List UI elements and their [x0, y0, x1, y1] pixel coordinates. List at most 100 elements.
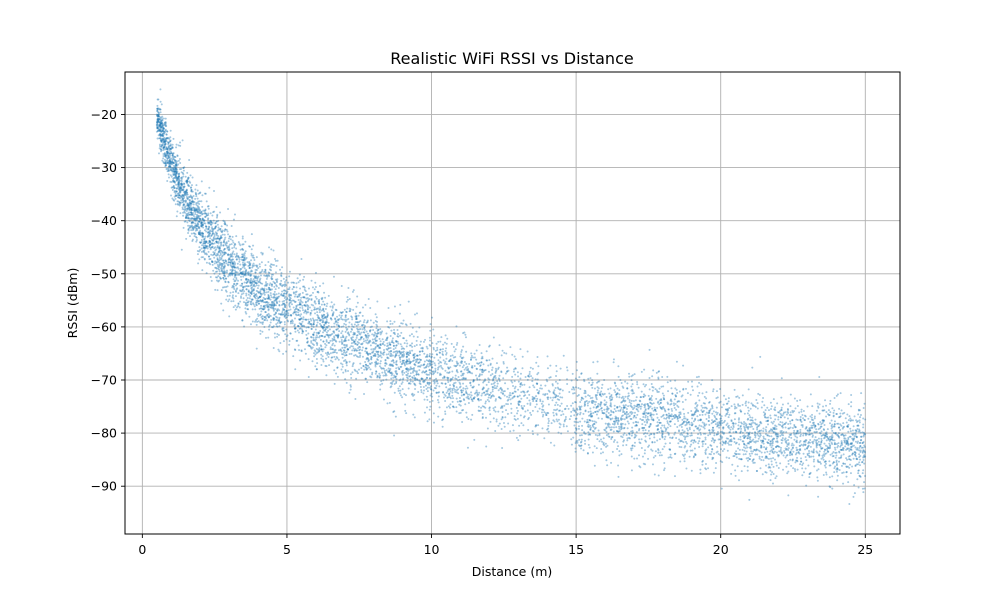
data-point: [307, 322, 310, 325]
data-point: [217, 251, 220, 254]
data-point: [285, 309, 288, 312]
data-point: [344, 316, 347, 319]
data-point: [761, 400, 764, 403]
data-point: [297, 314, 300, 317]
data-point: [531, 367, 534, 370]
data-point: [367, 336, 370, 339]
data-point: [724, 440, 727, 443]
data-point: [595, 394, 598, 397]
data-point: [600, 387, 603, 390]
data-point: [175, 183, 178, 186]
data-point: [174, 166, 177, 169]
data-point: [630, 399, 633, 402]
data-point: [302, 278, 305, 281]
data-point: [339, 349, 342, 352]
data-point: [205, 214, 208, 217]
data-point: [371, 338, 374, 341]
data-point: [447, 380, 450, 383]
data-point: [364, 366, 367, 369]
data-point: [423, 366, 426, 369]
data-point: [633, 415, 636, 418]
data-point: [359, 348, 362, 351]
data-point: [793, 423, 796, 426]
data-point: [289, 332, 292, 335]
data-point: [707, 434, 710, 437]
data-point: [819, 445, 822, 448]
data-point: [167, 159, 170, 162]
data-point: [268, 283, 271, 286]
data-point: [770, 405, 773, 408]
data-point: [268, 328, 271, 331]
data-point: [223, 253, 226, 256]
data-point: [238, 258, 241, 261]
data-point: [829, 446, 832, 449]
data-point: [193, 201, 196, 204]
data-point: [163, 123, 166, 126]
data-point: [382, 374, 385, 377]
data-point: [793, 410, 796, 413]
data-point: [614, 384, 617, 387]
data-point: [618, 396, 621, 399]
data-point: [674, 414, 677, 417]
data-point: [221, 255, 224, 258]
data-point: [844, 434, 847, 437]
data-point: [275, 304, 277, 307]
data-point: [612, 430, 615, 433]
data-point: [846, 465, 849, 468]
data-point: [776, 437, 779, 440]
data-point: [583, 389, 586, 392]
data-point: [317, 315, 320, 318]
data-point: [267, 308, 270, 311]
data-point: [389, 320, 392, 323]
data-point: [651, 375, 654, 378]
data-point: [164, 140, 167, 143]
data-point: [598, 440, 601, 443]
data-point: [365, 347, 368, 350]
data-point: [532, 384, 535, 387]
data-point: [626, 397, 629, 400]
data-point: [222, 259, 225, 262]
data-point: [491, 385, 494, 388]
data-point: [556, 398, 559, 401]
data-point: [181, 208, 184, 211]
data-point: [436, 371, 439, 374]
data-point: [425, 370, 428, 373]
data-point: [254, 275, 257, 278]
data-point: [826, 428, 829, 431]
data-point: [667, 456, 670, 459]
data-point: [164, 162, 167, 165]
data-point: [860, 392, 863, 395]
data-point: [704, 462, 707, 465]
data-point: [452, 406, 455, 409]
data-point: [712, 429, 715, 432]
data-point: [833, 446, 836, 449]
data-point: [190, 221, 193, 224]
data-point: [822, 473, 825, 476]
data-point: [472, 379, 475, 382]
data-point: [636, 457, 639, 460]
data-point: [354, 342, 357, 345]
data-point: [488, 359, 491, 362]
data-point: [573, 424, 576, 427]
data-point: [300, 258, 303, 261]
data-point: [248, 262, 251, 265]
data-point: [285, 279, 288, 282]
data-point: [737, 421, 740, 424]
data-point: [682, 455, 685, 457]
data-point: [481, 392, 484, 395]
data-point: [402, 359, 405, 362]
data-point: [689, 434, 692, 437]
data-point: [357, 347, 360, 350]
data-point: [217, 265, 220, 268]
data-point: [249, 302, 252, 305]
data-point: [431, 342, 434, 345]
data-point: [200, 240, 203, 243]
data-point: [314, 271, 317, 274]
data-point: [393, 374, 396, 377]
data-point: [758, 429, 761, 432]
data-point: [747, 442, 750, 445]
data-point: [365, 347, 368, 350]
data-point: [792, 450, 795, 453]
data-point: [416, 354, 418, 357]
data-point: [255, 299, 258, 302]
